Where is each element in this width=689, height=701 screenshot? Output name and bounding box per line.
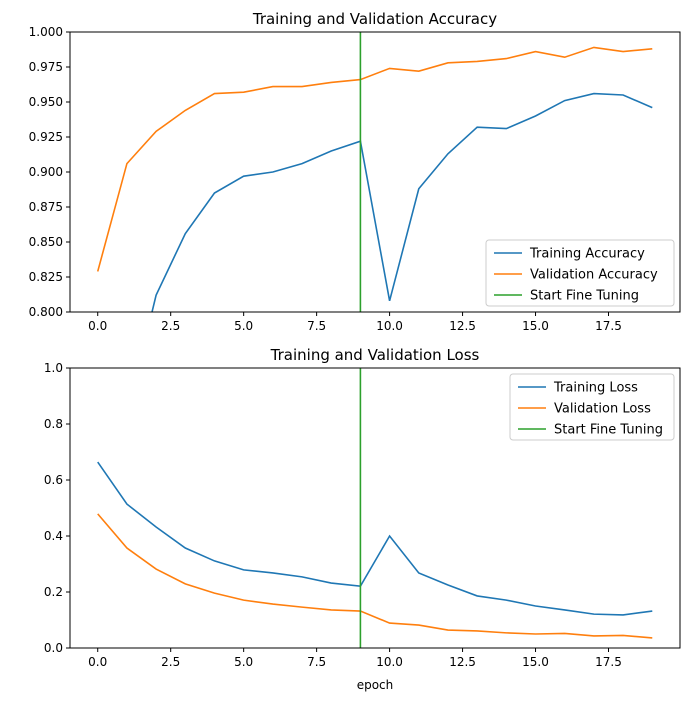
x-tick-label: 10.0 <box>376 655 403 669</box>
legend-box <box>485 239 675 307</box>
y-tick-label: 0.0 <box>44 641 63 655</box>
y-tick-label: 0.825 <box>29 270 63 284</box>
x-tick-label: 12.5 <box>449 319 476 333</box>
x-tick-label: 2.5 <box>161 319 180 333</box>
x-tick-label: 2.5 <box>161 655 180 669</box>
y-tick-label: 1.0 <box>44 361 63 375</box>
y-tick-label: 1.000 <box>29 25 63 39</box>
y-tick-label: 0.2 <box>44 585 63 599</box>
x-tick-label: 10.0 <box>376 319 403 333</box>
legend-label: Training Loss <box>553 381 638 396</box>
series-line-validation-loss <box>97 513 653 639</box>
chart-title: Training and Validation Loss <box>270 346 480 364</box>
x-tick-label: 0.0 <box>88 319 107 333</box>
legend: Training Loss Validation Loss Start Fine T… <box>509 373 675 441</box>
x-tick-label: 17.5 <box>595 319 622 333</box>
y-tick-label: 0.6 <box>44 473 63 487</box>
series-line-training-loss <box>97 461 653 616</box>
legend-label: Validation Accuracy <box>530 268 658 283</box>
plot-area <box>96 32 653 312</box>
series-line-validation-accuracy <box>96 46 653 272</box>
series-line-training-accuracy <box>151 92 653 312</box>
x-tick-label: 15.0 <box>522 655 549 669</box>
chart-0: Training and Validation Accuracy 0.0 2.5 5.… <box>29 10 681 333</box>
x-tick-label: 7.5 <box>307 655 326 669</box>
x-tick-label: 5.0 <box>234 655 253 669</box>
y-tick-label: 0.950 <box>29 95 63 109</box>
axes-frame <box>69 367 681 649</box>
chart-title: Training and Validation Accuracy <box>252 10 497 28</box>
y-tick-label: 0.975 <box>29 60 63 74</box>
legend-label: Validation Loss <box>554 402 651 417</box>
x-tick-label: 12.5 <box>449 655 476 669</box>
x-tick-label: 5.0 <box>234 319 253 333</box>
y-tick-label: 0.850 <box>29 235 63 249</box>
y-tick-label: 0.875 <box>29 200 63 214</box>
plot-area <box>97 368 653 648</box>
x-tick-label: 17.5 <box>595 655 622 669</box>
x-axis-label: epoch <box>357 678 394 692</box>
x-tick-label: 7.5 <box>307 319 326 333</box>
x-tick-label: 0.0 <box>88 655 107 669</box>
y-tick-label: 0.925 <box>29 130 63 144</box>
legend-box <box>509 373 675 441</box>
y-tick-label: 0.800 <box>29 305 63 319</box>
legend-label: Start Fine Tuning <box>530 289 639 304</box>
y-tick-label: 0.8 <box>44 417 63 431</box>
y-tick-label: 0.900 <box>29 165 63 179</box>
legend-label: Start Fine Tuning <box>554 423 663 438</box>
axes-frame <box>69 31 681 313</box>
chart-1: Training and Validation Loss 0.0 2.5 5.0 7.5… <box>44 346 681 692</box>
legend: Training Accuracy Validation Accuracy Star… <box>485 239 675 307</box>
x-tick-label: 15.0 <box>522 319 549 333</box>
y-tick-label: 0.4 <box>44 529 63 543</box>
legend-label: Training Accuracy <box>529 247 645 262</box>
